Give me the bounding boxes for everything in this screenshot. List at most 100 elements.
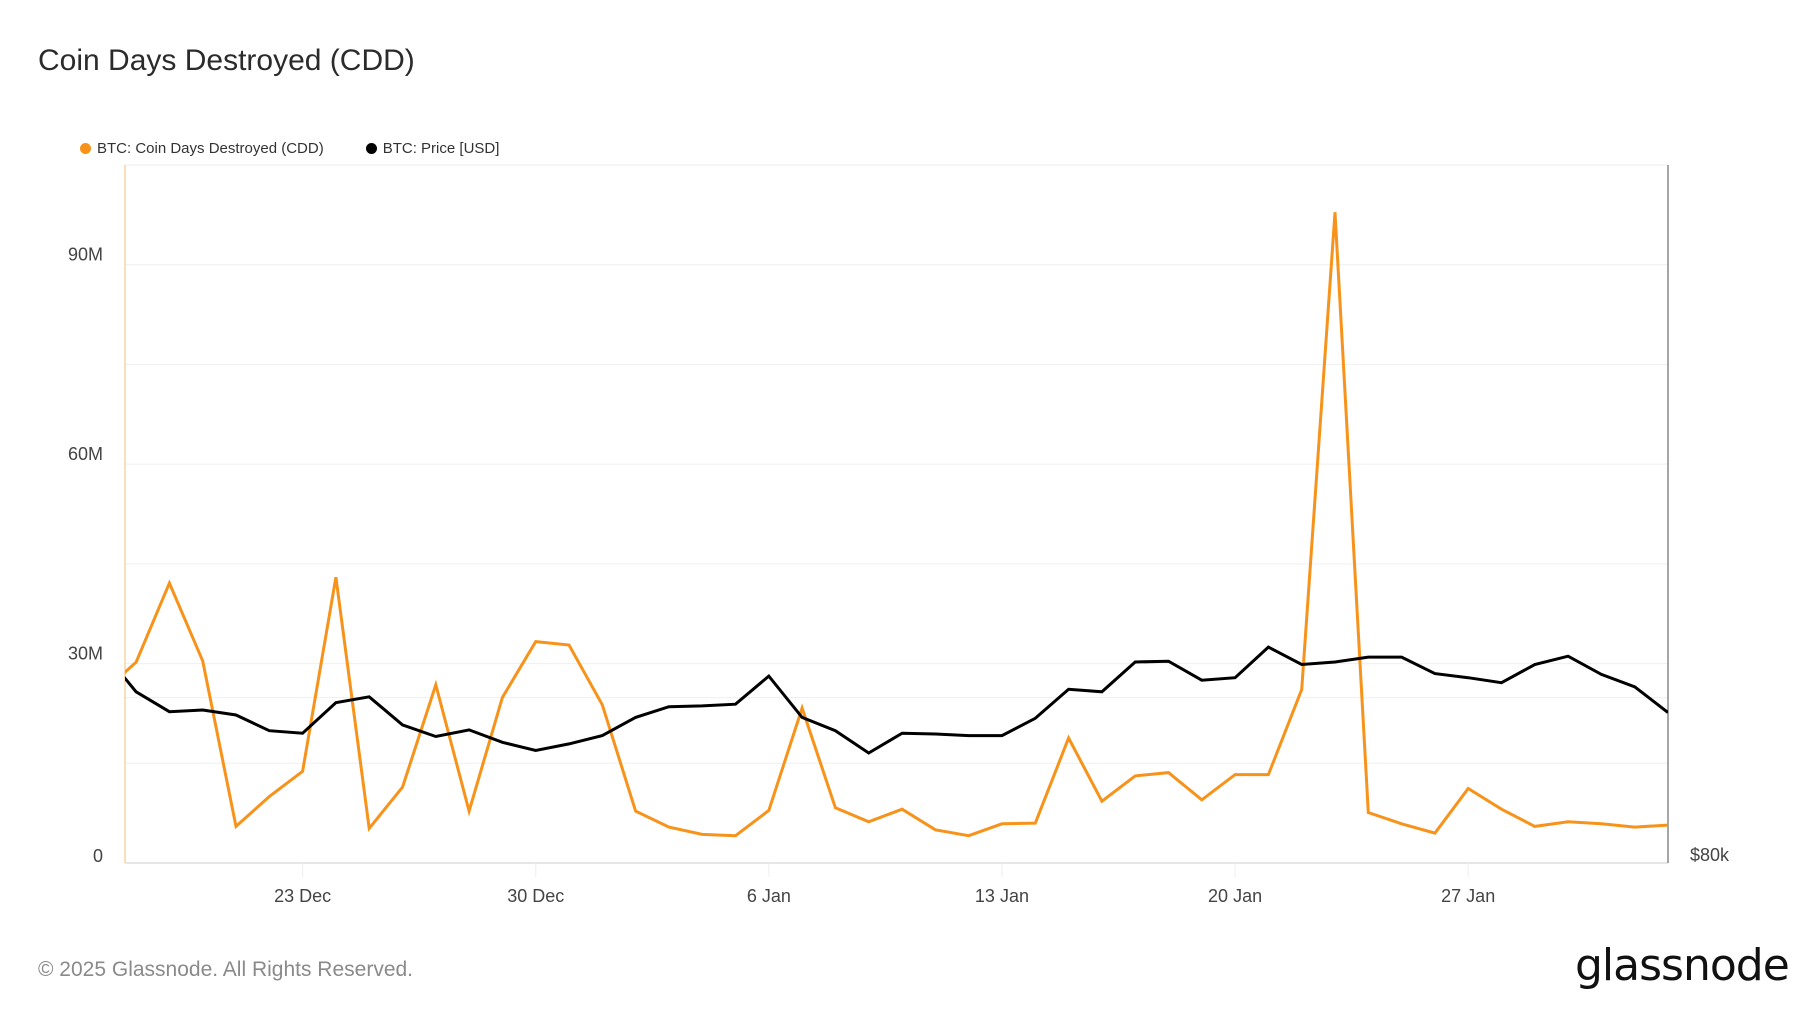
data-point-price [1432,671,1437,676]
data-point-price [999,733,1004,738]
data-point-cdd [267,794,272,799]
data-point-cdd [666,825,671,830]
data-point-price [900,731,905,736]
data-point-cdd [900,807,905,812]
data-point-price [1666,710,1671,715]
data-point-price [367,694,372,699]
data-point-cdd [1566,819,1571,824]
data-point-price [1233,675,1238,680]
data-point-price [1366,655,1371,660]
data-point-cdd [1332,210,1337,215]
data-point-price [1332,660,1337,665]
data-point-cdd [933,827,938,832]
data-point-cdd [700,832,705,837]
data-point-price [966,733,971,738]
legend-item-cdd[interactable]: BTC: Coin Days Destroyed (CDD) [80,140,324,157]
data-point-cdd [833,805,838,810]
data-point-price [533,748,538,753]
data-point-price [234,712,239,717]
data-point-price [600,733,605,738]
data-point-cdd [200,658,205,663]
legend-item-price[interactable]: BTC: Price [USD] [365,140,500,157]
data-point-price [467,727,472,732]
x-tick-label: 23 Dec [274,886,331,906]
data-point-price [666,704,671,709]
legend-label-cdd: BTC: Coin Days Destroyed (CDD) [97,140,324,157]
data-point-cdd [433,682,438,687]
data-point-price [1199,678,1204,683]
data-point-price [1466,675,1471,680]
y-tick-label: 30M [68,644,103,664]
data-point-price [1499,680,1504,685]
data-point-cdd [1133,773,1138,778]
data-point-price [1066,687,1071,692]
data-point-cdd [733,833,738,838]
data-point-cdd [1233,772,1238,777]
data-point-cdd [766,808,771,813]
y-tick-label: 0 [93,846,103,866]
data-point-cdd [167,581,172,586]
data-point-price [267,728,272,733]
data-point-price [833,728,838,733]
data-point-cdd [1666,823,1671,828]
y-tick-label: 90M [68,245,103,265]
data-point-cdd [1466,786,1471,791]
legend-label-price: BTC: Price [USD] [382,140,500,157]
x-tick-label: 6 Jan [747,886,791,906]
data-point-price [1299,662,1304,667]
data-point-cdd [1266,772,1271,777]
data-point-price [1566,654,1571,659]
data-point-price [134,689,139,694]
data-point-price [766,674,771,679]
copyright-footer: © 2025 Glassnode. All Rights Reserved. [38,958,414,981]
data-point-price [567,741,572,746]
legend: BTC: Coin Days Destroyed (CDD) BTC: Pric… [80,140,499,157]
data-point-price [733,702,738,707]
data-point-price [1166,659,1171,664]
data-point-cdd [866,819,871,824]
data-point-cdd [1632,825,1637,830]
data-point-cdd [533,639,538,644]
data-point-cdd [1399,821,1404,826]
x-tick-label: 13 Jan [975,886,1029,906]
data-point-cdd [1432,831,1437,836]
data-point-cdd [1099,799,1104,804]
data-point-cdd [134,660,139,665]
series-line-price [125,645,1668,755]
data-point-price [1399,655,1404,660]
data-point-price [1599,672,1604,677]
x-tick-label: 27 Jan [1441,886,1495,906]
data-point-price [333,700,338,705]
data-point-cdd [367,826,372,831]
data-point-cdd [1366,810,1371,815]
y-tick-label: 60M [68,444,103,464]
data-point-cdd [300,769,305,774]
data-point-cdd [567,642,572,647]
data-point-price [933,731,938,736]
data-point-price [1266,645,1271,650]
data-point-price [300,731,305,736]
data-point-cdd [1599,821,1604,826]
data-point-price [1532,662,1537,667]
data-point-cdd [500,695,505,700]
data-point-price [633,715,638,720]
data-point-cdd [999,821,1004,826]
legend-marker-price [365,143,377,154]
data-point-cdd [400,785,405,790]
data-point-cdd [1199,797,1204,802]
data-point-cdd [600,702,605,707]
data-point-cdd [1066,736,1071,741]
data-point-cdd [1499,807,1504,812]
data-point-cdd [467,809,472,814]
data-point-price [1632,684,1637,689]
series-line-cdd [125,212,1668,838]
data-point-cdd [1299,687,1304,692]
data-point-price [200,708,205,713]
data-point-price [866,751,871,756]
data-point-cdd [633,809,638,814]
y-right-tick-label: $80k [1690,845,1730,865]
data-point-price [1133,660,1138,665]
x-tick-label: 20 Jan [1208,886,1262,906]
data-point-cdd [966,833,971,838]
